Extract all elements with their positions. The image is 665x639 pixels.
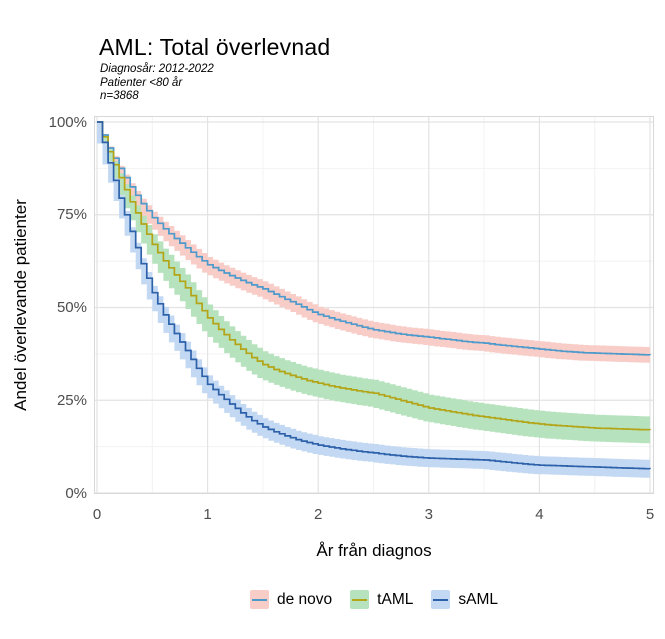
- x-tick-label-2: 2: [314, 506, 323, 523]
- subtitle-line-diagnosis-years: Diagnosår: 2012-2022: [100, 63, 214, 75]
- x-tick-label-1: 1: [203, 506, 212, 523]
- x-axis-title: År från diagnos: [316, 541, 432, 560]
- chart-subtitle: Diagnosår: 2012-2022 Patienter <80 år n=…: [100, 63, 214, 104]
- y-tick-label-50: 50%: [56, 299, 87, 316]
- legend-key-swatch-taml: [350, 590, 370, 609]
- legend-key-swatch-saml: [431, 590, 451, 609]
- legend: de novo tAML sAML: [95, 590, 653, 609]
- legend-key-line-taml: [352, 598, 368, 601]
- survival-curve-de-novo: [97, 121, 651, 356]
- y-tick-label-0: 0%: [65, 484, 87, 502]
- x-tick-label-5: 5: [645, 506, 655, 523]
- legend-label-taml: tAML: [377, 590, 414, 608]
- legend-label-saml: sAML: [458, 590, 498, 608]
- legend-key-line-de-novo: [252, 598, 267, 601]
- survival-curve-saml: [97, 121, 651, 470]
- subtitle-line-patient-age: Patienter <80 år: [100, 76, 183, 89]
- legend-item-saml: sAML: [431, 590, 498, 609]
- plot-panel: [94, 116, 654, 494]
- subtitle-line-n: n=3868: [100, 90, 139, 102]
- x-tick-label-4: 4: [535, 506, 544, 523]
- legend-key-line-saml: [433, 598, 449, 601]
- legend-label-de-novo: de novo: [277, 590, 333, 608]
- legend-item-taml: tAML: [350, 590, 413, 609]
- x-tick-label-0: 0: [92, 506, 102, 523]
- panel-border: [94, 116, 654, 494]
- y-tick-label-100: 100%: [48, 113, 87, 131]
- y-tick-label-25: 25%: [56, 391, 87, 409]
- chart-title: AML: Total överlevnad: [99, 34, 331, 60]
- y-tick-label-75: 75%: [56, 206, 87, 224]
- legend-item-de-novo: de novo: [250, 590, 332, 609]
- x-tick-label-3: 3: [424, 506, 433, 523]
- survival-curve-taml: [97, 121, 651, 431]
- legend-key-swatch-de-novo: [250, 590, 269, 609]
